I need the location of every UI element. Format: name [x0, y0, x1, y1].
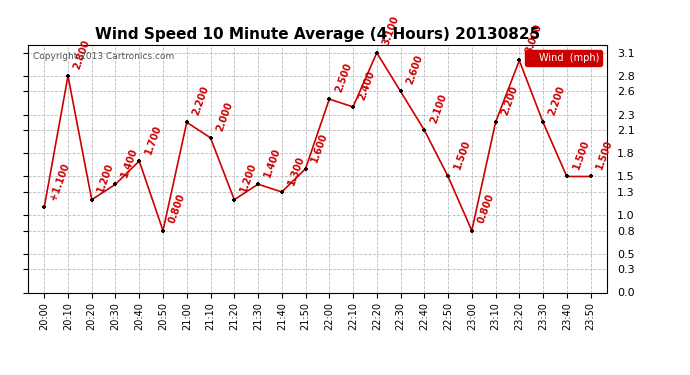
Point [157, 228, 168, 234]
Text: 2.200: 2.200 [191, 84, 211, 117]
Point [419, 127, 430, 133]
Point [229, 196, 240, 202]
Text: 1.500: 1.500 [452, 139, 472, 171]
Text: 1.200: 1.200 [96, 162, 116, 194]
Point [300, 166, 311, 172]
Text: 1.700: 1.700 [144, 123, 164, 156]
Point [538, 119, 549, 125]
Legend: Wind  (mph): Wind (mph) [526, 50, 602, 66]
Text: 1.500: 1.500 [571, 139, 591, 171]
Point [466, 228, 477, 234]
Point [205, 135, 216, 141]
Point [324, 96, 335, 102]
Title: Wind Speed 10 Minute Average (4 Hours) 20130825: Wind Speed 10 Minute Average (4 Hours) 2… [95, 27, 540, 42]
Text: 2.600: 2.600 [405, 54, 424, 86]
Point [110, 181, 121, 187]
Point [442, 174, 453, 180]
Point [585, 174, 596, 180]
Point [86, 196, 97, 202]
Text: 0.800: 0.800 [167, 193, 187, 225]
Text: Copyright 2013 Cartronics.com: Copyright 2013 Cartronics.com [33, 53, 175, 62]
Text: 1.400: 1.400 [262, 146, 282, 178]
Text: 1.600: 1.600 [310, 131, 330, 163]
Text: 1.500: 1.500 [595, 139, 615, 171]
Text: 2.800: 2.800 [72, 38, 92, 70]
Point [371, 50, 382, 56]
Point [514, 57, 525, 63]
Text: 2.200: 2.200 [547, 84, 567, 117]
Text: 2.500: 2.500 [333, 61, 353, 94]
Text: +1.100: +1.100 [48, 162, 71, 202]
Text: 2.400: 2.400 [357, 69, 377, 101]
Text: 2.000: 2.000 [215, 100, 235, 132]
Text: 3.100: 3.100 [381, 15, 401, 47]
Point [39, 204, 50, 210]
Text: 2.200: 2.200 [500, 84, 520, 117]
Text: 1.400: 1.400 [119, 146, 139, 178]
Text: 2.100: 2.100 [428, 92, 448, 124]
Point [276, 189, 287, 195]
Point [253, 181, 264, 187]
Point [181, 119, 193, 125]
Point [561, 174, 572, 180]
Point [348, 104, 359, 110]
Point [134, 158, 145, 164]
Point [63, 73, 74, 79]
Text: 0.800: 0.800 [476, 193, 496, 225]
Point [490, 119, 501, 125]
Text: 1.300: 1.300 [286, 154, 306, 186]
Text: 1.200: 1.200 [239, 162, 258, 194]
Text: 3.000: 3.000 [524, 22, 544, 55]
Point [395, 88, 406, 94]
